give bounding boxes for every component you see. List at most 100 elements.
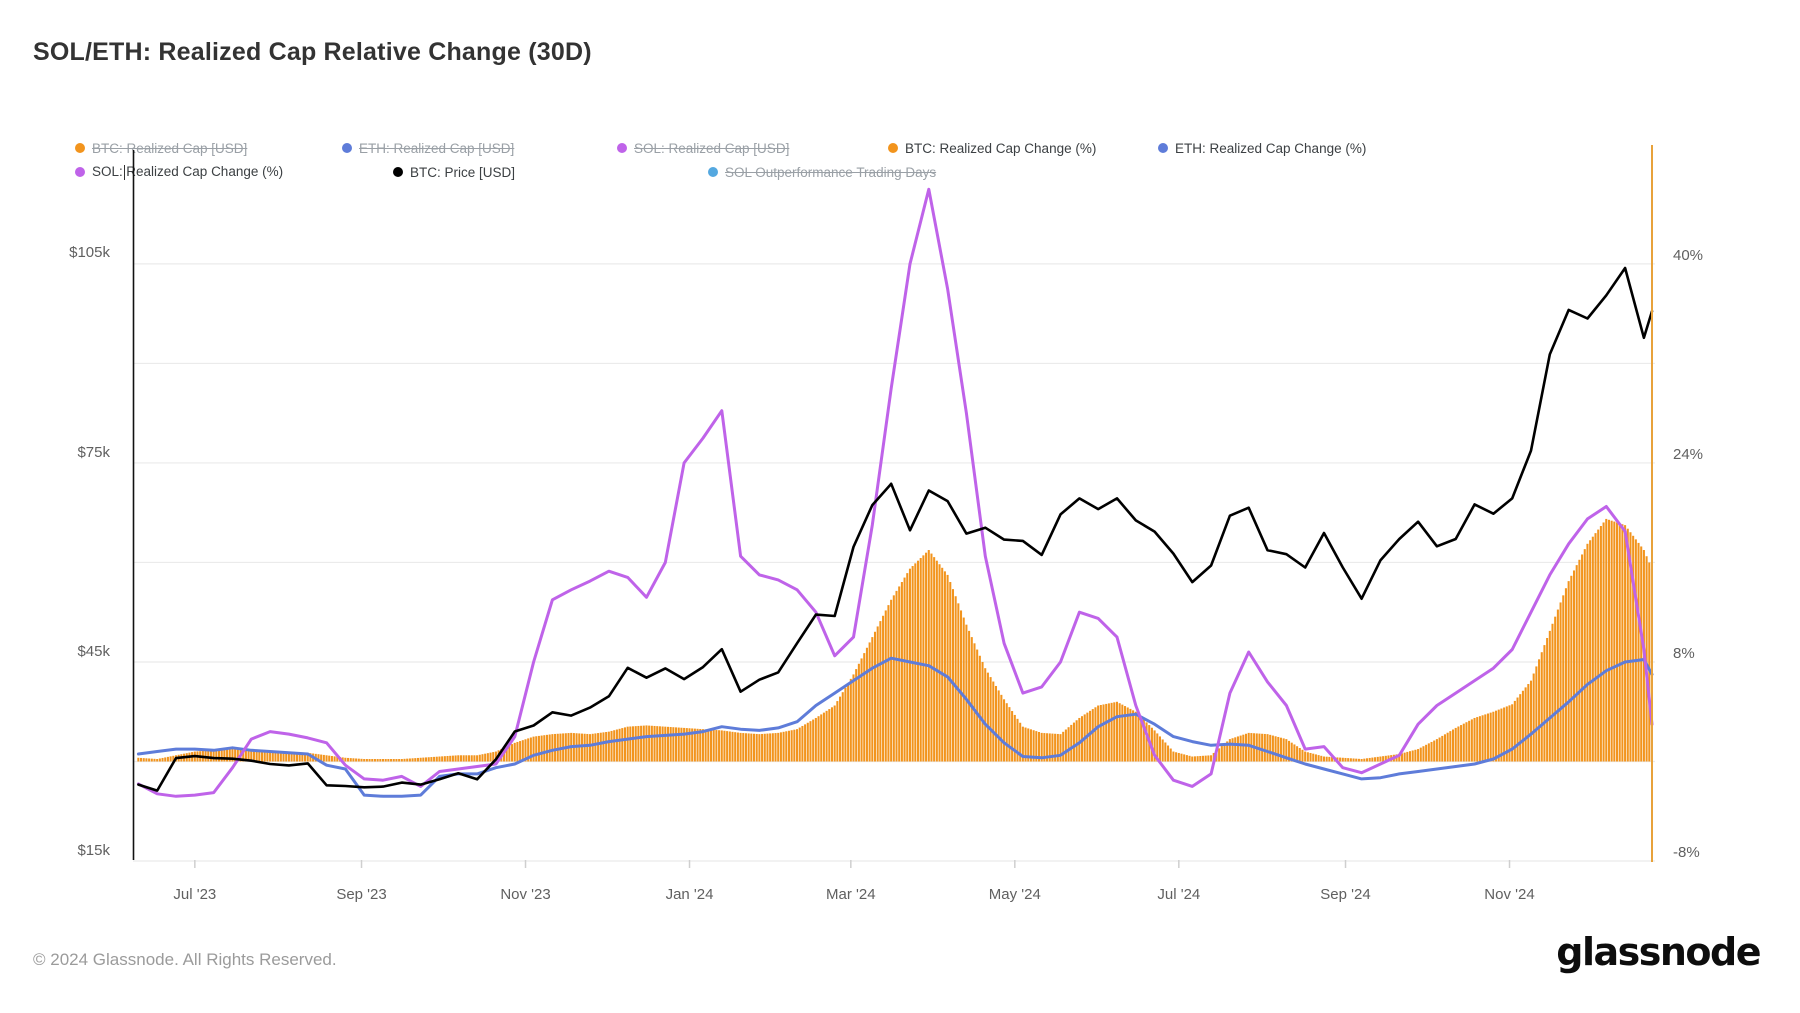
btc-change-bar (887, 605, 890, 762)
btc-change-bar (1645, 556, 1648, 762)
btc-change-bar (304, 752, 307, 762)
btc-realized-cap-dot (75, 143, 85, 153)
btc-change-bar (1556, 609, 1559, 762)
legend-item-btc-realized-cap-change[interactable]: BTC: Realized Cap Change (%) (888, 138, 1096, 158)
btc-change-bar (1438, 737, 1441, 762)
sol-realized-cap-change-dot (75, 167, 85, 177)
btc-change-bar (1500, 708, 1503, 762)
btc-change-bar (1118, 703, 1121, 762)
btc-change-bar (906, 573, 909, 762)
y-axis-label-right: -8% (1673, 844, 1700, 862)
btc-change-bar (712, 729, 715, 762)
btc-change-bar (1137, 714, 1140, 762)
btc-change-bar (648, 725, 651, 762)
btc-change-bar (599, 732, 602, 762)
btc-change-bar (693, 728, 696, 762)
btc-change-bar (156, 759, 159, 762)
btc-change-bar (752, 733, 756, 762)
btc-change-bar (613, 730, 616, 762)
btc-change-bar (1156, 733, 1159, 762)
btc-change-bar (1497, 709, 1500, 762)
btc-change-bar (1586, 543, 1589, 762)
legend-item-sol-realized-cap-change[interactable]: SOL: Realized Cap Change (%) (75, 162, 283, 182)
btc-change-bar (492, 752, 495, 762)
btc-change-bar (632, 726, 635, 762)
btc-change-bar (1032, 730, 1035, 762)
btc-change-bar (1481, 715, 1484, 762)
btc-change-bar (1298, 747, 1301, 762)
btc-change-bar (1594, 533, 1597, 762)
btc-change-bar (1223, 743, 1226, 762)
btc-change-bar (1183, 754, 1186, 762)
btc-change-bar (1304, 751, 1307, 762)
btc-change-bar (1067, 727, 1070, 762)
btc-change-bar (1247, 732, 1250, 762)
btc-change-bar (1059, 734, 1062, 762)
btc-change-bar (148, 758, 151, 762)
legend-item-btc-realized-cap[interactable]: BTC: Realized Cap [USD] (75, 138, 247, 158)
btc-change-bar (172, 755, 175, 762)
btc-change-bar (1476, 717, 1479, 762)
btc-change-bar (879, 621, 882, 762)
y-axis-label-right: 40% (1673, 246, 1704, 264)
btc-change-bar (1597, 529, 1600, 762)
btc-change-bar (446, 755, 449, 762)
btc-change-bar (1003, 699, 1006, 762)
btc-change-bar (1113, 702, 1116, 762)
btc-change-bar (1124, 706, 1127, 762)
btc-change-bar (1242, 734, 1245, 762)
btc-change-bar (529, 737, 532, 762)
btc-change-bar (833, 705, 836, 762)
btc-change-bar (1102, 704, 1105, 762)
btc-change-bar (1175, 752, 1178, 762)
btc-change-bar (793, 729, 796, 762)
btc-change-bar (1484, 714, 1487, 762)
btc-change-bar (1132, 710, 1135, 762)
legend-item-eth-realized-cap[interactable]: ETH: Realized Cap [USD] (342, 138, 514, 158)
btc-change-bar (250, 749, 253, 762)
btc-change-bar (957, 603, 960, 762)
legend-label: BTC: Realized Cap [USD] (92, 140, 248, 156)
btc-change-bar (400, 759, 403, 762)
btc-change-bar (790, 730, 793, 762)
btc-change-bar (1164, 742, 1167, 762)
btc-change-bar (236, 749, 239, 762)
btc-change-bar (263, 749, 266, 762)
btc-change-bar (1064, 729, 1067, 762)
legend-item-btc-price[interactable]: BTC: Price [USD] (393, 162, 515, 182)
btc-change-bar (1062, 731, 1065, 762)
btc-change-bar (849, 678, 852, 762)
btc-change-bar (392, 759, 395, 762)
x-axis-label: Mar '24 (826, 886, 876, 903)
btc-change-bar (876, 626, 879, 762)
btc-change-bar (220, 749, 223, 762)
btc-change-bar (1535, 666, 1538, 762)
btc-change-bar (868, 642, 871, 762)
legend-item-sol-realized-cap[interactable]: SOL: Realized Cap [USD] (617, 138, 789, 158)
btc-change-bar (1443, 734, 1446, 762)
btc-change-bar (1516, 697, 1519, 762)
btc-price-usd--line (137, 266, 1654, 792)
btc-change-bar (352, 758, 355, 762)
btc-change-bar (494, 751, 497, 762)
btc-change-bar (661, 726, 664, 762)
btc-change-bar (376, 759, 379, 762)
btc-change-bar (895, 590, 898, 762)
btc-change-bar (1559, 602, 1562, 762)
legend-item-eth-realized-cap-change[interactable]: ETH: Realized Cap Change (%) (1158, 138, 1366, 158)
page-title: SOL/ETH: Realized Cap Relative Change (3… (33, 38, 592, 66)
btc-change-bar (691, 728, 694, 762)
legend-item-sol-outperformance-days[interactable]: SOL Outperformance Trading Days (708, 162, 936, 182)
btc-change-bar (1449, 731, 1452, 762)
btc-change-bar (1414, 749, 1417, 762)
btc-change-bar (796, 729, 799, 762)
btc-change-bar (556, 733, 559, 762)
btc-change-bar (930, 553, 933, 762)
eth-realized-cap-change--line (136, 656, 1654, 798)
y-axis-label-right: 8% (1673, 644, 1695, 662)
btc-change-bar (728, 731, 731, 762)
btc-change-bar (320, 754, 323, 762)
btc-change-bar (489, 752, 492, 762)
btc-change-bar (1226, 741, 1229, 762)
